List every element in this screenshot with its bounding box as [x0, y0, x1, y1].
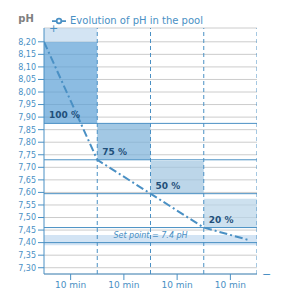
svg-text:10 min: 10 min [161, 280, 192, 290]
svg-text:7,55: 7,55 [18, 201, 36, 210]
svg-text:10 min: 10 min [108, 280, 139, 290]
svg-text:7,75: 7,75 [18, 151, 36, 160]
svg-text:8,20: 8,20 [18, 38, 36, 47]
svg-text:10 min: 10 min [55, 280, 86, 290]
svg-text:8,15: 8,15 [18, 50, 36, 59]
svg-text:7,65: 7,65 [18, 176, 36, 185]
svg-text:7,45: 7,45 [18, 226, 36, 235]
svg-text:8,05: 8,05 [18, 75, 36, 84]
svg-text:7,35: 7,35 [18, 251, 36, 260]
svg-text:8,00: 8,00 [18, 88, 36, 97]
svg-text:7,90: 7,90 [18, 113, 36, 122]
svg-text:7,95: 7,95 [18, 100, 36, 109]
svg-text:7,40: 7,40 [18, 238, 36, 247]
svg-text:20 %: 20 % [209, 215, 234, 225]
svg-text:7,30: 7,30 [18, 264, 36, 273]
svg-text:7,50: 7,50 [18, 213, 36, 222]
html-text:Evolution of pH in the pool: Evolution of pH in the pool [70, 15, 203, 26]
svg-text:pH: pH [18, 13, 34, 24]
svg-text:Set point = 7.4 pH: Set point = 7.4 pH [113, 231, 187, 240]
svg-text:10 min: 10 min [215, 280, 246, 290]
svg-text:8,10: 8,10 [18, 63, 36, 72]
svg-text:7,85: 7,85 [18, 126, 36, 135]
svg-text:75 %: 75 % [102, 147, 127, 157]
svg-text:−: − [262, 268, 271, 281]
svg-text:7,60: 7,60 [18, 188, 36, 197]
svg-text:7,80: 7,80 [18, 138, 36, 147]
svg-text:7,70: 7,70 [18, 163, 36, 172]
svg-text:100 %: 100 % [49, 110, 80, 120]
svg-text:+: + [49, 22, 58, 35]
svg-text:50 %: 50 % [156, 181, 181, 191]
